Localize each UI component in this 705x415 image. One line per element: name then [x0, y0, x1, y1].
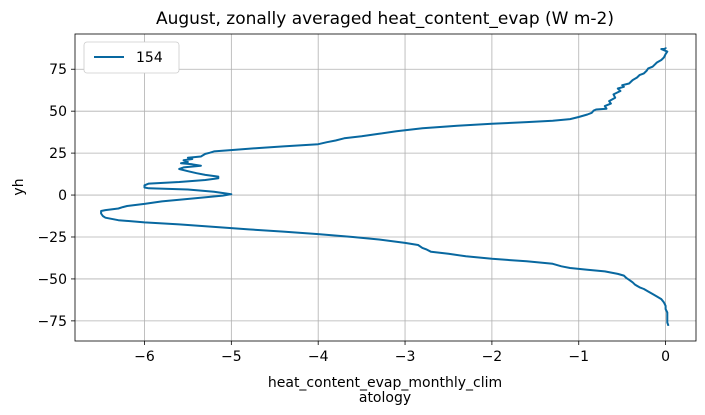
x-tick-label: −5 — [221, 349, 242, 365]
legend: 154 — [83, 41, 180, 74]
x-tick-label: −1 — [568, 349, 589, 365]
x-tick-label: −4 — [308, 349, 329, 365]
x-tick-label: 0 — [661, 349, 670, 365]
y-axis-label: yh — [11, 178, 27, 195]
series-layer — [100, 47, 670, 327]
y-tick-label: 50 — [49, 104, 67, 120]
plot-frame — [74, 33, 697, 342]
y-tick-label: 75 — [49, 62, 67, 78]
x-axis-label-line2: atology — [359, 390, 411, 406]
legend-label: 154 — [136, 50, 163, 66]
y-tick-label: −75 — [37, 314, 67, 330]
x-axis-ticks: −6 −5 −4 −3 −2 −1 0 — [134, 341, 670, 365]
y-tick-label: 25 — [49, 146, 67, 162]
legend-box — [83, 41, 180, 74]
x-tick-label: −2 — [482, 349, 503, 365]
chart-title: August, zonally averaged heat_content_ev… — [156, 9, 614, 29]
grid — [75, 34, 696, 341]
x-tick-label: −3 — [395, 349, 416, 365]
x-tick-label: −6 — [134, 349, 155, 365]
y-tick-label: −50 — [37, 272, 67, 288]
series-line-154 — [100, 47, 670, 327]
y-tick-label: −25 — [37, 230, 67, 246]
y-axis-ticks: −75 −50 −25 0 25 50 75 — [37, 62, 75, 330]
x-axis-label-line1: heat_content_evap_monthly_clim — [268, 375, 502, 391]
y-tick-label: 0 — [58, 188, 67, 204]
